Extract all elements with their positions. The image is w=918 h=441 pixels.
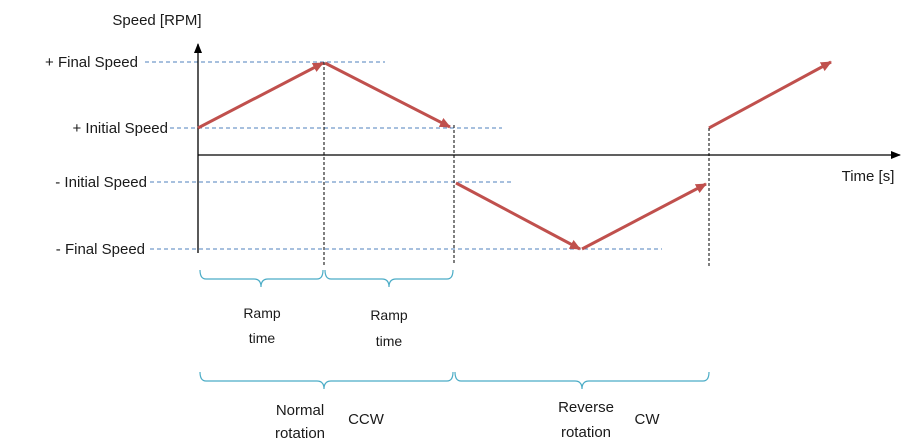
level-label-neg-initial: - Initial Speed [55,174,147,191]
profile-accel-cw [455,181,581,251]
phase-direction-cw: CW [635,411,661,428]
profile-accel-ccw [197,61,324,130]
level-guide-lines [145,61,662,250]
ramp-label-1-line1: Ramp [243,305,281,321]
phase-label-normal-line1: Normal [276,402,324,419]
y-axis-label: Speed [RPM] [112,12,201,29]
ramp-label-1-line2: time [249,330,276,346]
speed-profile [197,60,832,251]
ramp-label-2-line1: Ramp [370,307,408,323]
level-label-neg-final: - Final Speed [56,241,145,258]
phase-direction-ccw: CCW [348,411,385,428]
profile-decel-cw [581,182,707,251]
braces [199,269,710,390]
profile-resume-ccw [708,60,832,130]
level-label-pos-final: + Final Speed [45,54,138,71]
time-markers [323,62,710,267]
ramp-brace-2 [324,269,454,288]
phase-brace-reverse [454,371,710,390]
phase-label-normal-line2: rotation [275,425,325,441]
phase-label-reverse-line1: Reverse [558,399,614,416]
phase-label-reverse-line2: rotation [561,424,611,441]
ramp-brace-1 [199,269,324,288]
phase-brace-normal [199,371,454,390]
level-label-pos-initial: + Initial Speed [73,120,169,137]
profile-decel-ccw [324,61,451,129]
x-axis-label: Time [s] [842,168,895,185]
ramp-label-2-line2: time [376,333,403,349]
